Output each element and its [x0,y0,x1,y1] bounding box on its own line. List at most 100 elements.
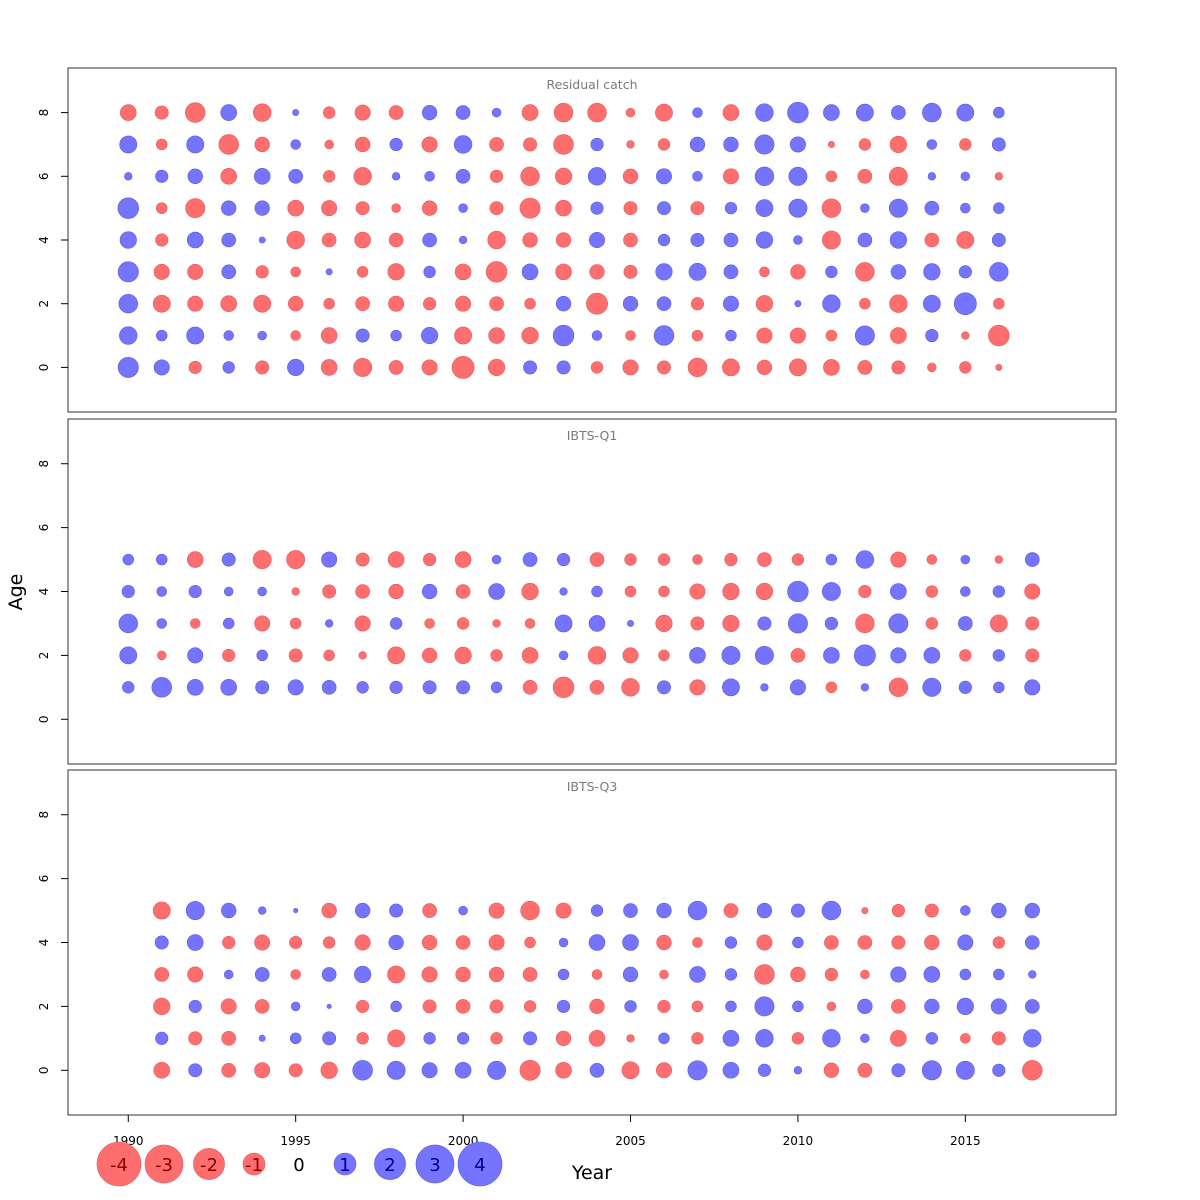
bubble [992,936,1005,949]
bubble [290,266,301,278]
bubble [992,1063,1006,1077]
bubble [657,553,671,566]
bubble [860,683,870,692]
legend: -4 -3 -2 -1 0 1 2 3 4 [96,1141,503,1187]
bubble [924,903,939,918]
bubble [923,966,941,983]
bubble [254,999,270,1014]
bubble [124,172,133,181]
bubble [993,968,1005,981]
bubble [589,998,605,1015]
bubble [490,1032,503,1045]
bubble [921,1060,942,1081]
bubble [623,903,638,918]
bubble [187,168,203,184]
bubble [221,902,237,919]
bubble [623,232,638,248]
panels-layer: Residual catch 0 2 4 6 8 IBTS-Q1 0 2 4 6 8 IBTS-Q3 0 2… [37,67,1117,1116]
bubble [956,231,975,249]
bubble [857,360,873,375]
bubble [188,1031,203,1046]
bubble [790,903,805,918]
bubble [657,233,671,247]
bubble [994,555,1003,564]
bubble [591,585,603,598]
bubble [552,324,575,347]
bubble [456,680,471,695]
bubble [322,1031,337,1046]
bubble [220,104,237,121]
bubble [722,358,740,377]
bubble [522,232,538,248]
bubble [922,677,942,697]
y-tick-label: 4 [37,588,51,596]
bubble [825,553,838,566]
bubble [856,103,874,122]
bubble [552,676,575,699]
bubble [557,968,570,981]
bubble [292,109,300,117]
bubble [322,584,337,599]
bubble [156,553,168,566]
bubble [524,618,536,629]
bubble [187,263,204,280]
bubble [924,232,940,248]
bubble [821,900,842,921]
bubble [690,297,705,311]
bubble [961,331,970,340]
bubble [789,136,806,153]
bubble [655,614,673,633]
bubble [221,264,237,280]
x-tick-label: 2005 [615,1134,646,1148]
bubble [757,552,772,567]
bubble [794,300,802,308]
bubble [1028,970,1037,979]
bubble [1025,648,1040,663]
bubble [891,360,906,375]
bubble [688,262,707,281]
bubble [687,900,708,921]
bubble [389,680,403,694]
bubble [152,901,171,920]
bubble [522,680,538,695]
bubble [156,202,168,214]
bubble [787,580,809,603]
bubble [953,292,977,316]
bubble [923,647,941,664]
bubble [388,583,404,600]
bubble [891,999,906,1014]
bubble [253,294,272,313]
y-tick-label: 6 [37,875,51,883]
bubble [853,644,876,667]
bubble [255,360,270,375]
bubble [455,168,471,184]
bubble [656,296,672,312]
bubble [754,996,775,1017]
bubble [754,166,775,186]
bubble [589,1062,605,1078]
bubble [722,295,739,312]
bubble [119,231,137,249]
bubble [591,330,603,341]
bubble [588,615,606,632]
bubble [356,999,370,1013]
bubble [860,203,870,213]
y-tick-label: 8 [37,109,51,117]
bubble [387,965,406,984]
bubble [489,296,504,312]
bubble [755,199,774,218]
bubble [554,614,573,633]
bubble [456,1032,470,1045]
bubble [790,648,806,663]
bubble [656,1062,672,1079]
bubble [421,359,438,376]
bubble [755,645,774,665]
bubble [154,967,170,982]
bubble [558,937,569,948]
bubble [153,359,170,376]
bubble [993,106,1005,119]
bubble [185,901,205,920]
bubble [623,264,638,279]
bubble [622,359,639,376]
bubble [823,647,840,664]
